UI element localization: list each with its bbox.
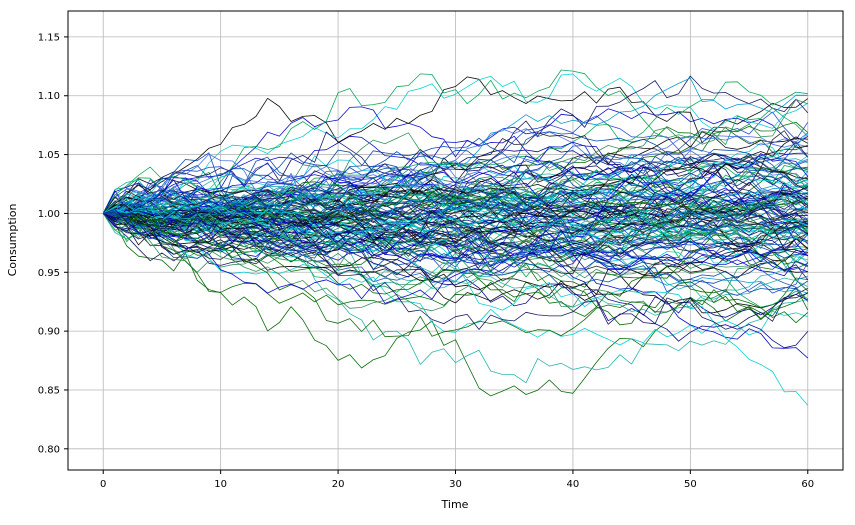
series-path [103,175,808,220]
series-path [103,179,809,302]
series-path [102,203,808,312]
series-path [103,132,809,215]
series-path [102,76,809,214]
series-path [102,145,808,214]
series-path [103,191,809,230]
series-path [103,193,809,236]
x-tick-label: 20 [332,479,345,490]
series-path [102,69,809,214]
y-tick-label: 0.95 [38,268,60,279]
series-path [103,142,809,239]
y-tick-label: 1.05 [38,150,60,161]
series-path [103,212,809,338]
x-tick-label: 10 [214,479,227,490]
series-path [103,210,809,326]
series-path [103,209,809,320]
y-tick-label: 1.15 [38,32,60,43]
series-path [103,191,808,239]
series-path [103,181,808,264]
series-path [103,181,808,248]
series-path [103,191,809,406]
series-path [102,163,809,296]
series-path [102,204,808,295]
x-tick-label: 60 [801,479,814,490]
series-path [103,99,808,255]
series-path [103,209,809,304]
y-tick-label: 0.80 [38,444,60,455]
series-path [103,73,809,216]
series-path [103,157,808,236]
series-path [103,173,808,256]
grid-layer [68,11,843,470]
y-axis-label: Consumption [6,204,19,277]
ticks-layer: 0 10 20 30 40 50 60 0.80 0.85 0.90 0.95 1.00 1.05 1.1… [38,32,814,490]
series-path [103,156,808,227]
x-tick-label: 40 [567,479,580,490]
y-tick-label: 1.10 [38,91,60,102]
series-path [102,208,808,330]
series-path [103,213,808,275]
series-path [103,172,809,268]
series-path [103,131,808,219]
y-tick-label: 0.85 [38,385,60,396]
series-path [102,213,808,397]
series-path [103,197,808,234]
series-path [103,150,809,225]
x-tick-label: 0 [100,479,106,490]
series-path [103,200,808,264]
series-path [103,191,808,226]
series-path [103,191,809,256]
x-tick-label: 30 [449,479,462,490]
x-tick-label: 50 [684,479,697,490]
series-path [103,183,808,233]
series-path [103,135,808,218]
series-path [103,184,808,259]
series-path [103,144,809,270]
series-path [103,131,808,235]
y-tick-label: 0.90 [38,327,60,338]
series-layer [102,69,809,406]
series-path [103,108,809,231]
series-path [102,195,809,268]
series-path [103,204,808,251]
series-path [102,153,809,214]
y-tick-label: 1.00 [38,209,60,220]
series-path [102,211,809,308]
x-axis-label: Time [441,498,469,511]
series-path [102,130,808,237]
